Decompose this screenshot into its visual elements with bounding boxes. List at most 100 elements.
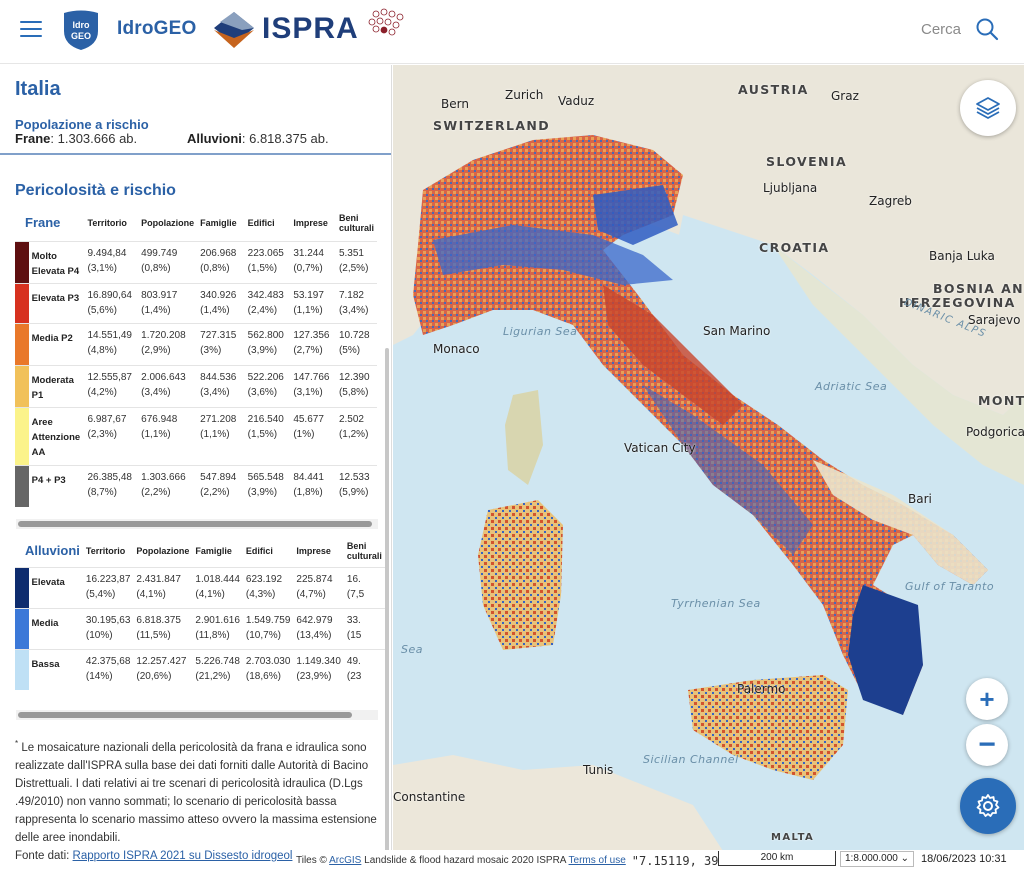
arcgis-link[interactable]: ArcGIS <box>329 855 362 866</box>
map-view[interactable]: AUSTRIA SWITZERLAND SLOVENIA CROATIA BOS… <box>393 65 1024 851</box>
label-vaduz: Vaduz <box>558 94 595 108</box>
alluvioni-col-header: Imprese <box>296 545 331 556</box>
table-cell: 49. (23 <box>343 648 385 690</box>
table-cell: 147.766 (3,1%) <box>290 364 336 407</box>
table-cell: 45.677 (1%) <box>290 406 336 465</box>
hazard-color-swatch <box>15 464 29 507</box>
table-cell: 2.502 (1,2%) <box>335 406 377 465</box>
frane-row: P4 + P3 26.385,48 (8,7%) 1.303.666 (2,2%) 547… <box>15 464 377 507</box>
table-cell: 30.195,63 (10%) <box>82 607 134 649</box>
table-cell: 676.948 (1,1%) <box>138 406 198 465</box>
alluvioni-table-title: Alluvioni <box>25 543 80 559</box>
table-cell: 216.540 (1,5%) <box>244 406 291 465</box>
hazard-level-label: P4 + P3 <box>28 464 85 507</box>
idrogeo-logo[interactable]: Idro GEO <box>62 9 100 51</box>
table-cell: 623.192 (4,3%) <box>242 566 294 608</box>
brand-name[interactable]: IdroGEO <box>117 18 197 39</box>
hazard-level-label: Media P2 <box>28 322 85 365</box>
label-bern: Bern <box>441 97 469 111</box>
table-cell: 2.703.030 (18,6%) <box>242 648 294 690</box>
table-cell: 225.874 (4,7%) <box>293 566 344 608</box>
label-bari: Bari <box>908 492 932 506</box>
terms-link[interactable]: Terms of use <box>568 855 626 866</box>
table-cell: 6.818.375 (11,5%) <box>133 607 193 649</box>
table-cell: 2.006.643 (3,4%) <box>138 364 198 407</box>
sardinia <box>478 500 563 650</box>
sicily <box>688 675 848 780</box>
table-cell: 127.356 (2,7%) <box>290 322 336 365</box>
scale-select[interactable]: 1:8.000.000 ⌄ <box>840 851 914 867</box>
map-status-bar: Tiles © ArcGIS Landslide & flood hazard … <box>296 850 1024 871</box>
search-label[interactable]: Cerca <box>921 21 962 38</box>
map-canvas[interactable] <box>393 65 1024 851</box>
hazard-color-swatch <box>15 648 29 690</box>
table-cell: 223.065 (1,5%) <box>244 240 291 283</box>
table-cell: 26.385,48 (8,7%) <box>84 464 139 507</box>
snpa-logo <box>368 8 404 36</box>
table-cell: 16. (7,5 <box>343 566 385 608</box>
table-cell: 84.441 (1,8%) <box>290 464 336 507</box>
label-herzegovina: HERZEGOVINA <box>899 295 1016 310</box>
label-austria: AUSTRIA <box>738 82 809 97</box>
table-cell: 340.926 (1,4%) <box>197 282 245 323</box>
africa <box>393 755 723 851</box>
alluvioni-scrollbar[interactable] <box>18 712 352 718</box>
alluvioni-col-header: Popolazione <box>136 545 190 556</box>
table-cell: 499.749 (0,8%) <box>138 240 198 283</box>
table-cell: 5.226.748 (21,2%) <box>192 648 243 690</box>
label-sicilian-channel: Sicilian Channel <box>643 753 739 766</box>
label-slovenia: SLOVENIA <box>766 154 848 169</box>
zoom-out-button[interactable]: − <box>966 724 1008 766</box>
search-icon[interactable] <box>975 17 999 41</box>
table-cell: 342.483 (2,4%) <box>244 282 291 323</box>
zoom-in-button[interactable]: + <box>966 678 1008 720</box>
frane-col-header: Famiglie <box>200 217 237 228</box>
calabria <box>848 585 923 715</box>
table-cell: 2.431.847 (4,1%) <box>133 566 193 608</box>
label-podgorica: Podgorica <box>966 425 1024 439</box>
gear-icon <box>976 794 1000 817</box>
hazard-level-label: Media <box>28 607 83 649</box>
population-title: Popolazione a rischio <box>15 117 149 132</box>
frane-row: Elevata P3 16.890,64 (5,6%) 803.917 (1,4%) 34… <box>15 282 377 323</box>
region-title: Italia <box>15 78 61 100</box>
alluvioni-row: Elevata 16.223,87 (5,4%) 2.431.847 (4,1%) 1.0… <box>15 566 385 608</box>
table-cell: 16.890,64 (5,6%) <box>84 282 139 323</box>
table-cell: 1.303.666 (2,2%) <box>138 464 198 507</box>
label-croatia: CROATIA <box>759 240 830 255</box>
scale-bar: 200 km <box>718 851 836 866</box>
puglia <box>813 460 988 585</box>
lazio-campania <box>643 385 813 555</box>
source-link[interactable]: Rapporto ISPRA 2021 su Dissesto idrogeol <box>72 850 293 862</box>
corsica <box>505 390 543 485</box>
menu-icon[interactable] <box>20 21 42 41</box>
table-cell: 14.551,49 (4,8%) <box>84 322 139 365</box>
panel-scrollbar[interactable] <box>385 348 389 858</box>
frane-scrollbar[interactable] <box>18 521 372 527</box>
label-san-marino: San Marino <box>703 324 771 338</box>
label-graz: Graz <box>831 89 859 103</box>
table-cell: 31.244 (0,7%) <box>290 240 336 283</box>
ispra-logo-icon[interactable] <box>212 8 256 52</box>
frane-row: Molto Elevata P4 9.494,84 (3,1%) 499.749 (0,… <box>15 240 377 283</box>
hazard-level-label: Moderata P1 <box>28 364 85 407</box>
hazard-color-swatch <box>15 282 29 323</box>
label-sarajevo: Sarajevo <box>968 313 1021 327</box>
alluvioni-col-header: Edifici <box>245 545 273 556</box>
ispra-wordmark: ISPRA <box>262 12 359 45</box>
hazard-level-label: Bassa <box>28 648 83 690</box>
layers-button[interactable] <box>960 80 1016 136</box>
hazard-level-label: Elevata <box>28 566 83 608</box>
frane-col-header: Beni culturali <box>338 212 374 233</box>
label-ligurian-sea: Ligurian Sea <box>503 325 578 338</box>
data-source: Fonte dati: Rapporto ISPRA 2021 su Disse… <box>15 850 293 862</box>
table-cell: 727.315 (3%) <box>197 322 245 365</box>
table-cell: 803.917 (1,4%) <box>138 282 198 323</box>
settings-button[interactable] <box>960 778 1016 834</box>
chevron-down-icon: ⌄ <box>900 853 909 864</box>
frane-table-title: Frane <box>25 215 61 231</box>
frane-col-header: Edifici <box>247 217 275 228</box>
svg-text:Idro: Idro <box>73 20 91 30</box>
frane-row: Media P2 14.551,49 (4,8%) 1.720.208 (2,9%) 72… <box>15 322 377 365</box>
label-tyrrhenian-sea: Tyrrhenian Sea <box>671 597 761 610</box>
